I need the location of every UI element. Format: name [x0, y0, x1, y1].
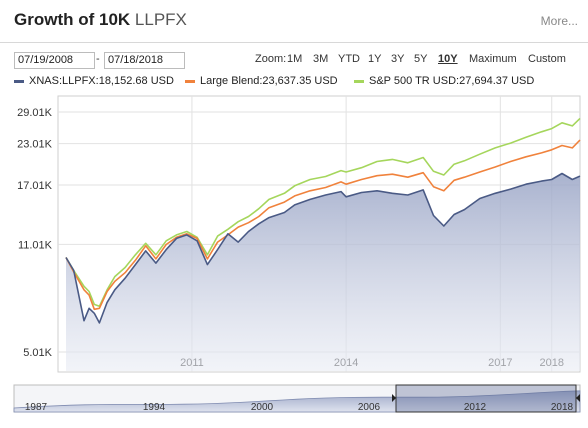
- y-tick-label: 29.01K: [17, 107, 53, 119]
- navigator-area: [13, 390, 581, 413]
- chart-header: Growth of 10K LLPFX More...: [0, 0, 588, 42]
- end-date-input[interactable]: 07/18/2018: [104, 52, 185, 69]
- legend-label: Large Blend:23,637.35 USD: [200, 75, 338, 87]
- zoom-3m[interactable]: 3M: [313, 53, 329, 65]
- y-tick-label: 5.01K: [23, 347, 52, 359]
- range-navigator[interactable]: 1987 1994 2000 2006 2012 2018: [13, 384, 581, 413]
- start-date-input[interactable]: 07/19/2008: [14, 52, 95, 69]
- header-divider: [0, 42, 588, 43]
- zoom-custom[interactable]: Custom: [528, 53, 566, 65]
- legend-swatch: [14, 79, 24, 83]
- navigator-tick-label: 1994: [143, 402, 166, 413]
- chart-title: Growth of 10K LLPFX: [14, 10, 187, 30]
- zoom-1m[interactable]: 1M: [287, 53, 303, 65]
- zoom-3y[interactable]: 3Y: [391, 53, 405, 65]
- legend-label: XNAS:LLPFX:18,152.68 USD: [29, 75, 174, 87]
- navigator-right-handle: [576, 394, 580, 402]
- zoom-1y[interactable]: 1Y: [368, 53, 382, 65]
- navigator-tick-label: 2018: [551, 402, 574, 413]
- series-line-large-blend: [65, 139, 581, 311]
- legend-swatch: [185, 79, 195, 83]
- series-line-s-p-500-tr-usd: [65, 117, 581, 308]
- zoom-10y[interactable]: 10Y: [438, 53, 458, 65]
- zoom-5y[interactable]: 5Y: [414, 53, 428, 65]
- y-tick-label: 11.01K: [18, 239, 53, 251]
- navigator-tick-label: 1987: [25, 402, 48, 413]
- zoom-ytd[interactable]: YTD: [338, 53, 360, 65]
- legend-swatch: [354, 79, 364, 83]
- navigator-tick-label: 2012: [464, 402, 487, 413]
- navigator-left-handle: [392, 394, 396, 402]
- zoom-maximum[interactable]: Maximum: [469, 53, 517, 65]
- more-link[interactable]: More...: [540, 14, 578, 28]
- y-tick-label: 23.01K: [17, 139, 53, 151]
- legend-item-large-blend[interactable]: Large Blend:23,637.35 USD: [185, 75, 338, 87]
- zoom-label: Zoom:: [255, 53, 287, 65]
- date-separator: -: [96, 53, 100, 65]
- legend-item-llpfx[interactable]: XNAS:LLPFX:18,152.68 USD: [14, 75, 174, 87]
- legend-label: S&P 500 TR USD:27,694.37 USD: [369, 75, 535, 87]
- title-text: Growth of 10K: [14, 10, 131, 29]
- navigator-tick-label: 2000: [251, 402, 274, 413]
- y-tick-label: 17.01K: [17, 180, 53, 192]
- navigator-tick-label: 2006: [358, 402, 381, 413]
- series-area-llpfx: [66, 173, 580, 371]
- fund-symbol: LLPFX: [134, 10, 187, 29]
- navigator-selection: [395, 384, 577, 413]
- series-line-xnas-llpfx: [65, 172, 581, 324]
- legend-item-sp500[interactable]: S&P 500 TR USD:27,694.37 USD: [354, 75, 534, 87]
